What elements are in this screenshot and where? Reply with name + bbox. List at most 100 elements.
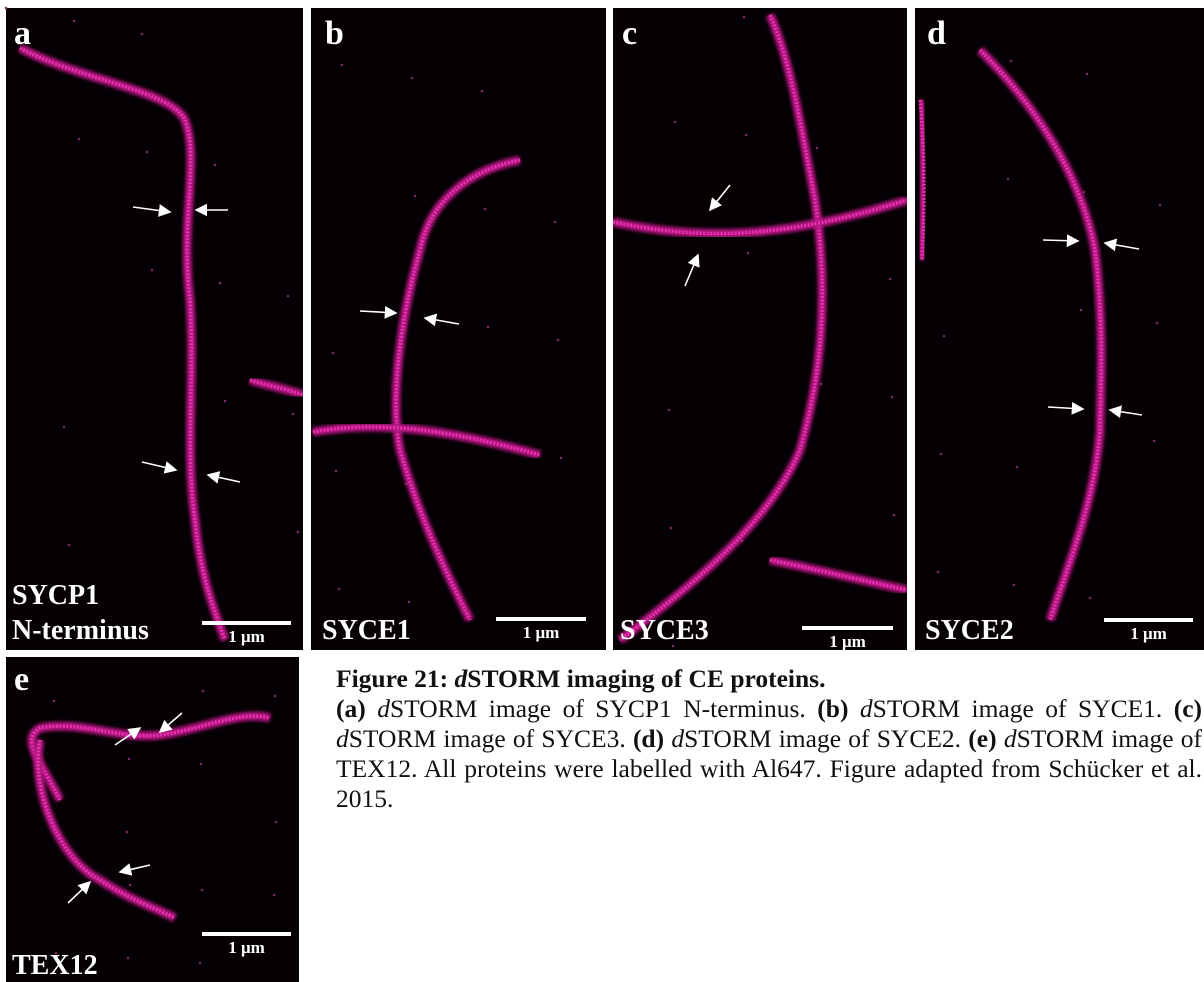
filament-glow <box>920 100 924 260</box>
noise-dot <box>1007 178 1010 181</box>
noise-dot <box>484 208 487 211</box>
item-letter: (c) <box>1174 694 1202 723</box>
noise-dot <box>481 90 484 93</box>
noise-dot <box>1089 597 1092 600</box>
noise-dot <box>940 453 943 456</box>
panel-letter: c <box>622 15 637 52</box>
arrow <box>1043 240 1078 241</box>
noise-dot <box>129 884 132 887</box>
noise-dot <box>73 20 76 23</box>
noise-dot <box>1013 584 1016 587</box>
noise-dot <box>937 571 940 574</box>
noise-dot <box>53 700 56 703</box>
item-prefix: d <box>860 694 873 723</box>
item-prefix: d <box>377 694 390 723</box>
noise-dot <box>943 335 946 338</box>
item-text: STORM image of SYCP1 N-terminus. <box>390 694 806 723</box>
title-text: d <box>455 664 468 693</box>
noise-dot <box>5 7 8 10</box>
panel-background <box>6 8 303 650</box>
noise-dot <box>274 695 277 698</box>
item-prefix: d <box>1004 724 1017 753</box>
panel-background <box>915 8 1204 650</box>
item-letter: (d) <box>633 724 664 753</box>
noise-dot <box>297 531 300 534</box>
panel-label: SYCE1 <box>322 615 411 646</box>
noise-dot <box>199 962 202 965</box>
noise-dot <box>747 252 750 255</box>
noise-dot <box>201 889 204 892</box>
noise-dot <box>1086 73 1089 76</box>
panel-letter: b <box>325 15 344 52</box>
item-prefix: d <box>336 724 349 753</box>
noise-dot <box>1153 440 1156 443</box>
noise-dot <box>408 601 411 604</box>
noise-dot <box>745 134 748 137</box>
item-letter: (a) <box>336 694 366 723</box>
item-text: STORM image of SYCE1. <box>873 694 1163 723</box>
item-text: STORM image of SYCE3. <box>349 724 626 753</box>
noise-dot <box>200 763 203 766</box>
noise-dot <box>68 544 71 547</box>
panel-background <box>613 8 907 650</box>
panel-letter: d <box>927 15 946 52</box>
title-text: STORM imaging of CE proteins. <box>467 664 825 693</box>
noise-dot <box>889 278 892 281</box>
noise-dot <box>891 396 894 399</box>
noise-dot <box>414 195 417 198</box>
item-letter: (b) <box>817 694 848 723</box>
noise-dot <box>202 690 205 693</box>
noise-dot <box>292 413 295 416</box>
closing-text: All proteins were labelled with Al647. F… <box>336 754 1202 813</box>
noise-dot <box>1016 466 1019 469</box>
noise-dot <box>674 121 677 124</box>
caption: Figure 21: dSTORM imaging of CE proteins… <box>336 664 1202 814</box>
noise-dot <box>126 831 129 834</box>
noise-dot <box>560 457 563 460</box>
noise-dot <box>214 164 217 167</box>
noise-dot <box>63 426 66 429</box>
panel-label: SYCE3 <box>620 615 709 646</box>
panel-label: TEX12 <box>12 950 98 981</box>
noise-dot <box>487 326 490 329</box>
noise-dot <box>332 352 335 355</box>
item-text: STORM image of SYCE2. <box>684 724 961 753</box>
noise-dot <box>287 295 290 298</box>
scale-label: 1 μm <box>228 627 265 646</box>
noise-dot <box>338 588 341 591</box>
noise-dot <box>670 527 673 530</box>
noise-dot <box>668 409 671 412</box>
panel-letter: a <box>14 15 31 52</box>
noise-dot <box>816 147 819 150</box>
noise-dot <box>275 821 278 824</box>
noise-dot <box>341 64 344 67</box>
item-letter: (e) <box>968 724 996 753</box>
scale-label: 1 μm <box>228 938 265 957</box>
figure: a SYCP1 N-terminus 1 μm b SYCE1 1 μm c SYCE3 1 μm… <box>0 0 1204 982</box>
noise-dot <box>128 758 131 761</box>
noise-dot <box>127 957 130 960</box>
scale-label: 1 μm <box>1130 624 1167 643</box>
panel-letter: e <box>14 661 29 698</box>
noise-dot <box>78 138 81 141</box>
panel-label: SYCP1 <box>12 580 99 611</box>
noise-dot <box>335 470 338 473</box>
noise-dot <box>554 221 557 224</box>
noise-dot <box>1080 309 1083 312</box>
noise-dot <box>743 16 746 19</box>
noise-dot <box>820 383 823 386</box>
caption-title: Figure 21: dSTORM imaging of CE proteins… <box>336 664 1202 694</box>
noise-dot <box>273 894 276 897</box>
item-prefix: d <box>671 724 684 753</box>
noise-dot <box>141 33 144 36</box>
noise-dot <box>1159 204 1162 207</box>
panel-label: N-terminus <box>12 615 149 646</box>
noise-dot <box>557 339 560 342</box>
scale-label: 1 μm <box>829 632 866 651</box>
noise-dot <box>224 400 227 403</box>
noise-dot <box>151 269 154 272</box>
noise-dot <box>1010 60 1013 63</box>
panel-label: SYCE2 <box>925 615 1014 646</box>
caption-body: (a) dSTORM image of SYCP1 N-terminus. (b… <box>336 694 1202 814</box>
page: a SYCP1 N-terminus 1 μm b SYCE1 1 μm c SYCE3 1 μm… <box>0 0 1204 982</box>
